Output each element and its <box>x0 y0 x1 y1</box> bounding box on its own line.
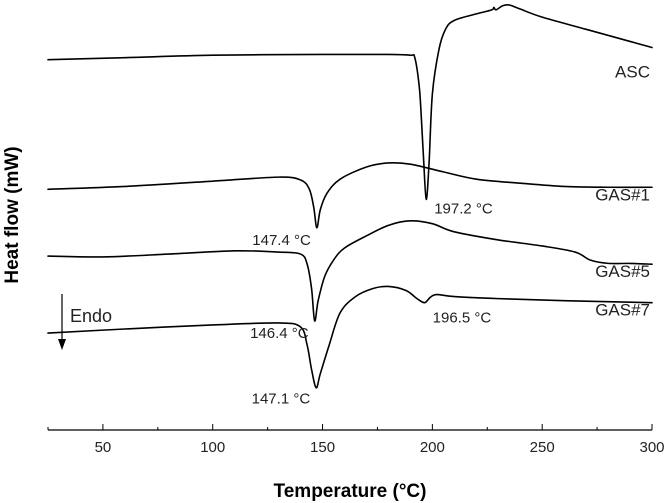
peak-label-gas-1-147-4: 147.4 °C <box>252 232 311 249</box>
series-labels-layer: ASC GAS#1 GAS#5 GAS#7 <box>595 63 650 320</box>
x-tick-label-250: 250 <box>530 439 555 456</box>
x-tick-label-100: 100 <box>200 439 225 456</box>
peak-labels-layer: 197.2 °C 147.4 °C 146.4 °C 147.1 °C 196.5 °C <box>250 200 493 407</box>
x-tick-label-150: 150 <box>310 439 335 456</box>
curve-asc <box>47 3 653 201</box>
x-axis-title: Temperature (°C) <box>274 481 427 502</box>
series-label-gas-1: GAS#1 <box>595 185 650 204</box>
peak-label-gas-7-147-1: 147.1 °C <box>252 391 311 408</box>
series-label-asc: ASC <box>615 63 650 82</box>
peak-label-gas-5-146-4: 146.4 °C <box>250 325 309 342</box>
series-label-gas-7: GAS#7 <box>595 301 650 320</box>
endo-indicator: Endo <box>58 294 112 350</box>
curve-gas-5 <box>47 220 653 322</box>
curve-gas-1 <box>47 161 653 229</box>
x-tick-label-200: 200 <box>420 439 445 456</box>
curves-layer <box>47 3 653 389</box>
x-tick-label-50: 50 <box>95 439 112 456</box>
series-label-gas-5: GAS#5 <box>595 262 650 281</box>
curve-gas-7 <box>47 285 653 389</box>
y-axis-title: Heat flow (mW) <box>2 146 23 283</box>
x-tick-label-300: 300 <box>639 439 664 456</box>
x-ticks-layer: 50 100 150 200 250 300 <box>47 424 665 456</box>
endo-label: Endo <box>70 306 112 326</box>
peak-label-asc-197-2: 197.2 °C <box>434 200 493 217</box>
endo-arrow-head-icon <box>58 339 66 350</box>
peak-label-gas-7-196-5: 196.5 °C <box>433 310 492 327</box>
